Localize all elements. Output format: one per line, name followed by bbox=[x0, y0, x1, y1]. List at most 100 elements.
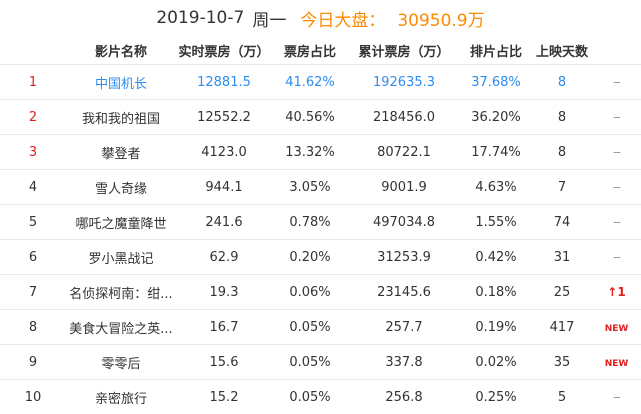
total-box-office-cell: 23145.6 bbox=[348, 275, 460, 310]
header-weekday: 周一 bbox=[252, 6, 286, 31]
box-office-share-cell: 0.06% bbox=[272, 275, 348, 310]
rank-cell: 6 bbox=[0, 240, 66, 275]
total-box-office-cell: 256.8 bbox=[348, 380, 460, 414]
total-box-office-label: 今日大盘： bbox=[300, 6, 385, 31]
rank-cell: 1 bbox=[0, 65, 66, 100]
days-showing-cell: 74 bbox=[532, 205, 592, 240]
no-change-indicator: -- bbox=[613, 390, 620, 404]
table-header-row: 影片名称 实时票房（万） 票房占比 累计票房（万） 排片占比 上映天数 bbox=[0, 36, 641, 65]
trend-cell: -- bbox=[592, 65, 641, 100]
days-showing-cell: 5 bbox=[532, 380, 592, 414]
box-office-share-cell: 40.56% bbox=[272, 100, 348, 135]
trend-column-header bbox=[592, 36, 641, 65]
total-box-office-cell: 497034.8 bbox=[348, 205, 460, 240]
rank-cell: 7 bbox=[0, 275, 66, 310]
total-box-office-cell: 192635.3 bbox=[348, 65, 460, 100]
realtime-box-office-cell: 16.7 bbox=[176, 310, 272, 345]
rank-up-badge: ↑1 bbox=[607, 285, 625, 299]
total-box-office-cell: 257.7 bbox=[348, 310, 460, 345]
total-box-office-cell: 9001.9 bbox=[348, 170, 460, 205]
box-office-share-cell: 41.62% bbox=[272, 65, 348, 100]
realtime-box-office-cell: 19.3 bbox=[176, 275, 272, 310]
days-showing-cell: 35 bbox=[532, 345, 592, 380]
days-showing-cell: 8 bbox=[532, 135, 592, 170]
box-office-header: 2019-10-7 周一 今日大盘： 30950.9万 bbox=[0, 0, 641, 36]
schedule-share-cell: 0.42% bbox=[460, 240, 532, 275]
box-office-share-cell: 0.05% bbox=[272, 310, 348, 345]
total-box-office-cell: 337.8 bbox=[348, 345, 460, 380]
days-showing-cell: 8 bbox=[532, 65, 592, 100]
schedule-share-cell: 0.19% bbox=[460, 310, 532, 345]
days-showing-cell: 8 bbox=[532, 100, 592, 135]
film-name-cell: 攀登者 bbox=[66, 135, 176, 170]
no-change-indicator: -- bbox=[613, 215, 620, 229]
film-name-cell: 零零后 bbox=[66, 345, 176, 380]
realtime-box-office-cell: 62.9 bbox=[176, 240, 272, 275]
schedule-share-cell: 37.68% bbox=[460, 65, 532, 100]
realtime-box-office-cell: 12552.2 bbox=[176, 100, 272, 135]
box-office-share-cell: 3.05% bbox=[272, 170, 348, 205]
rank-column-header bbox=[0, 36, 66, 65]
rank-cell: 10 bbox=[0, 380, 66, 414]
realtime-box-office-cell: 241.6 bbox=[176, 205, 272, 240]
realtime-box-office-cell: 944.1 bbox=[176, 170, 272, 205]
schedule-share-cell: 17.74% bbox=[460, 135, 532, 170]
new-badge: NEW bbox=[605, 359, 629, 369]
box-office-share-cell: 0.20% bbox=[272, 240, 348, 275]
schedule-share-cell: 36.20% bbox=[460, 100, 532, 135]
days-showing-cell: 31 bbox=[532, 240, 592, 275]
trend-cell: -- bbox=[592, 240, 641, 275]
days-showing-cell: 7 bbox=[532, 170, 592, 205]
column-header-schedule-share[interactable]: 排片占比 bbox=[460, 36, 532, 65]
trend-cell: -- bbox=[592, 170, 641, 205]
trend-cell: ↑1 bbox=[592, 275, 641, 310]
trend-cell: -- bbox=[592, 100, 641, 135]
column-header-box-office-share[interactable]: 票房占比 bbox=[272, 36, 348, 65]
film-name-cell: 中国机长 bbox=[66, 65, 176, 100]
box-office-share-cell: 0.78% bbox=[272, 205, 348, 240]
realtime-box-office-cell: 15.2 bbox=[176, 380, 272, 414]
schedule-share-cell: 0.02% bbox=[460, 345, 532, 380]
schedule-share-cell: 0.25% bbox=[460, 380, 532, 414]
column-header-film-name[interactable]: 影片名称 bbox=[66, 36, 176, 65]
new-badge: NEW bbox=[605, 324, 629, 334]
column-header-realtime-box-office[interactable]: 实时票房（万） bbox=[176, 36, 272, 65]
realtime-box-office-cell: 4123.0 bbox=[176, 135, 272, 170]
film-name-cell: 雪人奇缘 bbox=[66, 170, 176, 205]
column-header-days-showing[interactable]: 上映天数 bbox=[532, 36, 592, 65]
film-name-cell: 亲密旅行 bbox=[66, 380, 176, 414]
rank-cell: 3 bbox=[0, 135, 66, 170]
column-header-total-box-office[interactable]: 累计票房（万） bbox=[348, 36, 460, 65]
realtime-box-office-cell: 12881.5 bbox=[176, 65, 272, 100]
no-change-indicator: -- bbox=[613, 145, 620, 159]
trend-cell: -- bbox=[592, 380, 641, 414]
schedule-share-cell: 1.55% bbox=[460, 205, 532, 240]
trend-cell: -- bbox=[592, 205, 641, 240]
header-date: 2019-10-7 bbox=[156, 8, 244, 28]
days-showing-cell: 417 bbox=[532, 310, 592, 345]
film-name-cell: 名侦探柯南：绀... bbox=[66, 275, 176, 310]
no-change-indicator: -- bbox=[613, 180, 620, 194]
no-change-indicator: -- bbox=[613, 250, 620, 264]
trend-cell: NEW bbox=[592, 345, 641, 380]
film-name-cell: 哪吒之魔童降世 bbox=[66, 205, 176, 240]
film-name-cell: 罗小黑战记 bbox=[66, 240, 176, 275]
days-showing-cell: 25 bbox=[532, 275, 592, 310]
total-box-office-value: 30950.9万 bbox=[397, 6, 484, 31]
box-office-share-cell: 0.05% bbox=[272, 380, 348, 414]
total-box-office-cell: 31253.9 bbox=[348, 240, 460, 275]
schedule-share-cell: 0.18% bbox=[460, 275, 532, 310]
no-change-indicator: -- bbox=[613, 110, 620, 124]
no-change-indicator: -- bbox=[613, 75, 620, 89]
rank-cell: 9 bbox=[0, 345, 66, 380]
